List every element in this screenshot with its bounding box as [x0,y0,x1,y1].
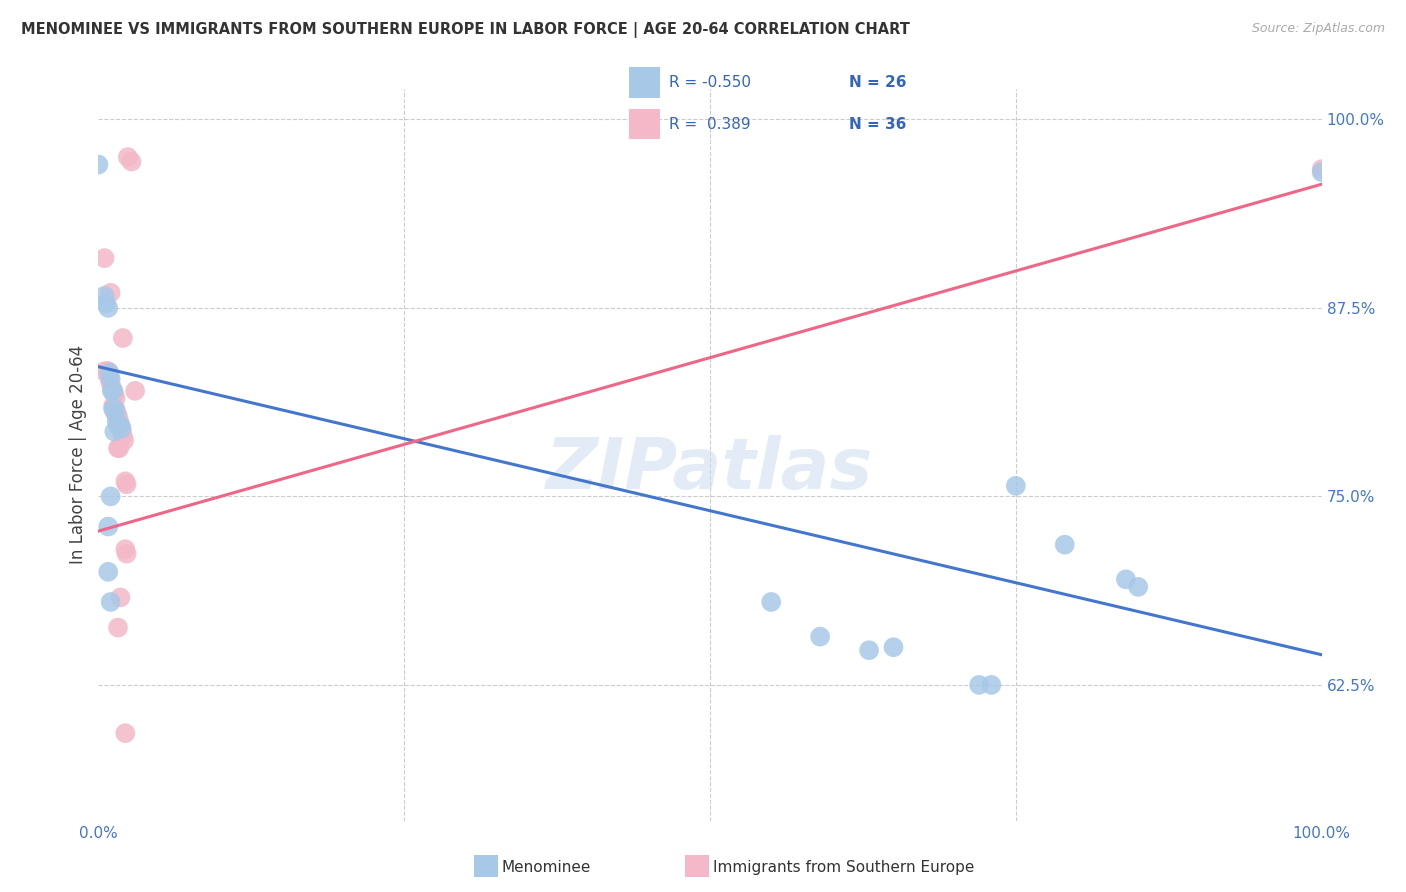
Point [883,640,905,655]
Point [101,381,124,395]
Point [111,331,134,345]
Point [103,425,125,439]
Point [100,285,122,300]
Point [87,158,110,172]
Point [100,376,122,391]
Point [97,519,120,533]
Text: Menominee: Menominee [502,861,592,875]
Point [103,387,125,401]
Text: N = 36: N = 36 [849,117,907,131]
Point [1004,479,1026,493]
Point [105,414,128,428]
Point [108,414,131,428]
Point [103,401,125,416]
Point [115,477,138,491]
Point [101,384,124,398]
Point [98,372,121,386]
Point [120,154,142,169]
Point [124,384,146,398]
Text: ZIPatlas: ZIPatlas [547,435,873,504]
Point [111,425,134,439]
Point [1115,572,1137,586]
Point [107,409,129,424]
Point [97,301,120,315]
Text: N = 26: N = 26 [849,75,907,90]
Text: MENOMINEE VS IMMIGRANTS FROM SOUTHERN EUROPE IN LABOR FORCE | AGE 20-64 CORRELAT: MENOMINEE VS IMMIGRANTS FROM SOUTHERN EU… [21,22,910,38]
Point [107,418,129,433]
Point [115,547,138,561]
Point [114,726,136,740]
Point [100,595,122,609]
Point [101,399,124,413]
Point [110,418,132,433]
FancyBboxPatch shape [474,855,498,877]
Point [107,621,129,635]
Point [1053,538,1076,552]
Point [110,591,132,605]
Point [1310,165,1333,179]
Point [93,364,115,378]
Point [858,643,880,657]
Point [808,630,831,644]
FancyBboxPatch shape [628,68,659,98]
Point [103,401,125,416]
Point [1310,162,1333,177]
Point [100,372,122,386]
Point [114,542,136,557]
Point [97,565,120,579]
Point [94,296,117,310]
Point [104,401,127,416]
Point [100,489,122,503]
Text: Immigrants from Southern Europe: Immigrants from Southern Europe [713,861,974,875]
Point [114,475,136,489]
Point [93,289,115,303]
Point [967,678,990,692]
Text: R = -0.550: R = -0.550 [669,75,751,90]
Text: Source: ZipAtlas.com: Source: ZipAtlas.com [1251,22,1385,36]
Point [107,441,129,455]
Text: R =  0.389: R = 0.389 [669,117,751,131]
Point [111,421,134,435]
Point [108,441,131,455]
FancyBboxPatch shape [685,855,709,877]
Point [101,401,124,416]
Point [101,384,124,398]
Point [97,364,120,378]
Point [101,384,124,398]
Point [98,366,121,380]
Point [110,418,132,433]
Point [1128,580,1150,594]
Point [108,418,131,433]
Point [112,434,135,448]
Point [111,429,134,443]
Point [117,150,139,164]
Point [104,407,127,421]
Point [105,407,128,421]
FancyBboxPatch shape [628,109,659,139]
Point [761,595,783,609]
Point [96,364,118,378]
Point [104,392,127,406]
Point [93,251,115,265]
Y-axis label: In Labor Force | Age 20-64: In Labor Force | Age 20-64 [69,345,87,565]
Point [980,678,1002,692]
